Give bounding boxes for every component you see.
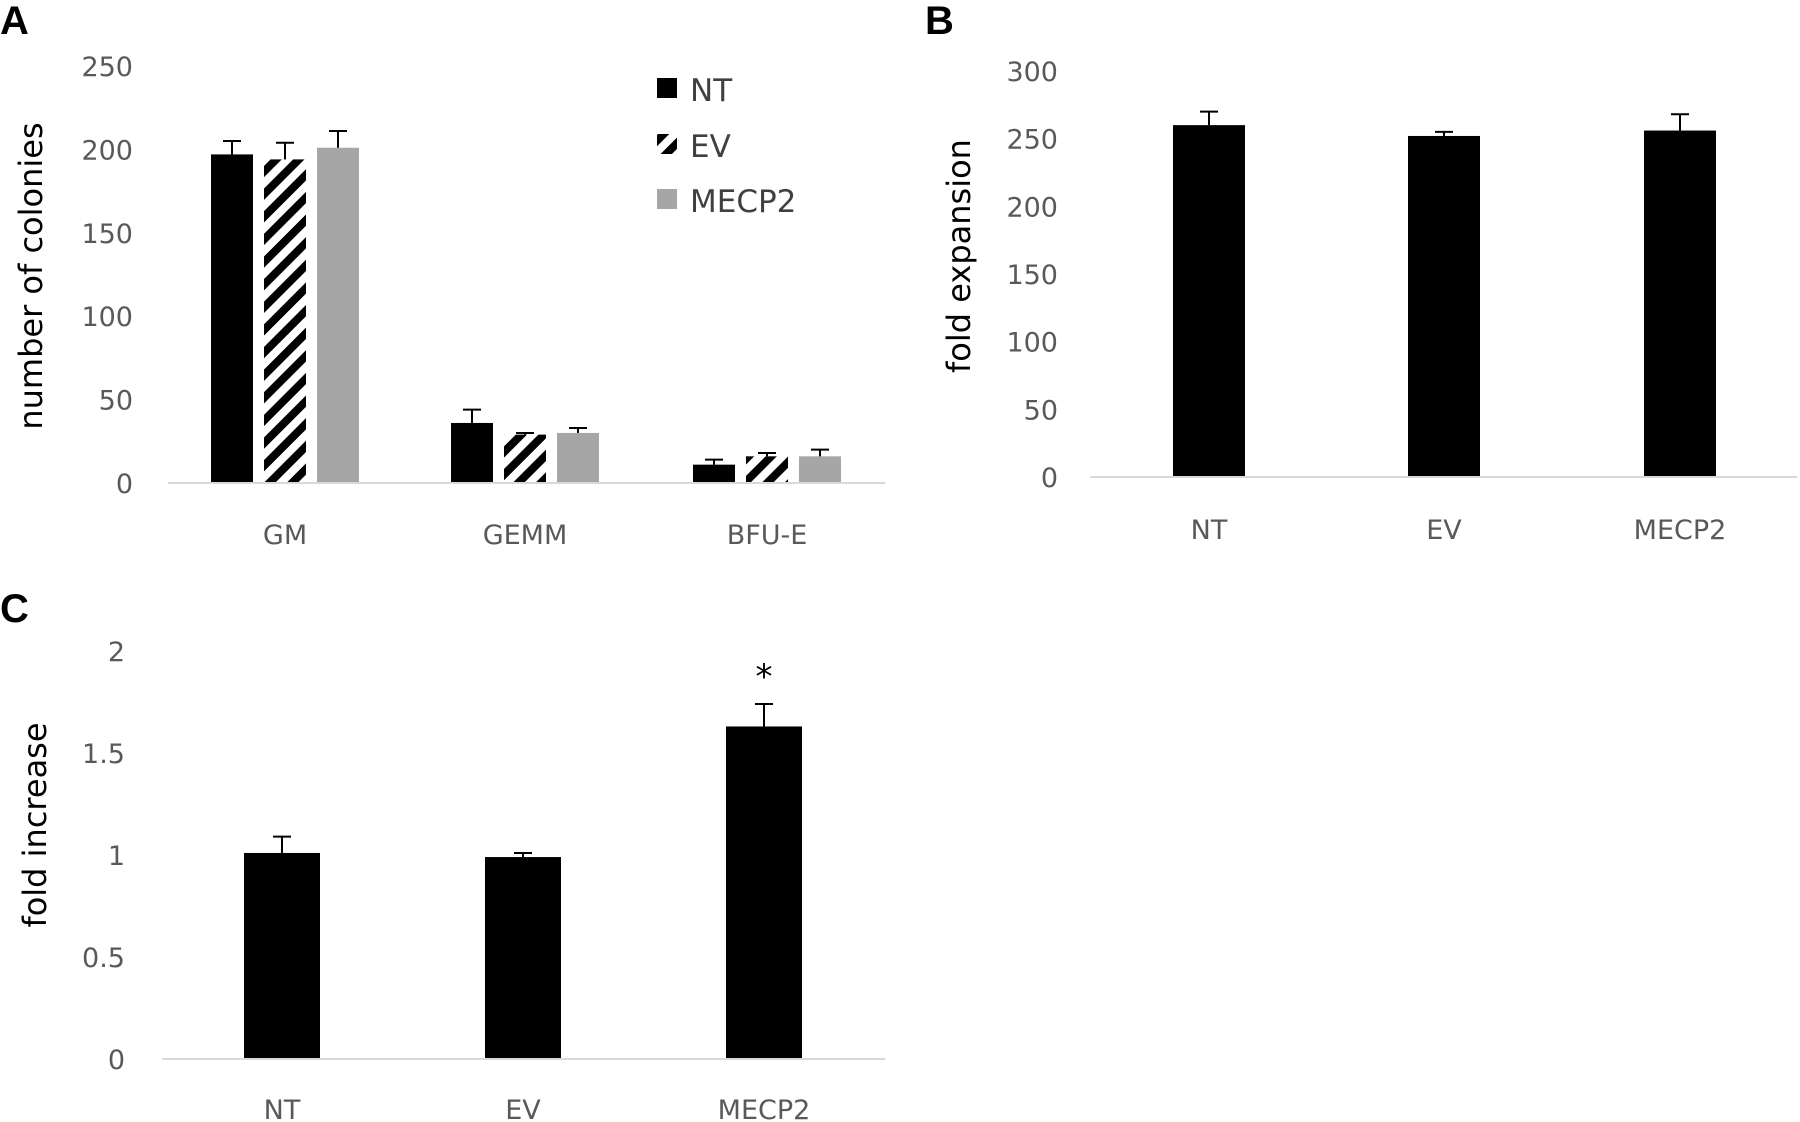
chart-c-category-labels: NT EV MECP2: [264, 1095, 811, 1122]
chart-b-category-label: EV: [1426, 515, 1462, 546]
bar: [1644, 130, 1716, 477]
y-tick-label: 250: [1006, 125, 1058, 156]
chart-b-y-axis-title: fold expansion: [940, 139, 978, 373]
bar-ev: [504, 434, 546, 483]
y-tick-label: 1.5: [82, 739, 125, 770]
legend-swatch-mecp2: [657, 189, 677, 209]
y-tick-label: 100: [1006, 328, 1058, 359]
chart-c-category-label: MECP2: [718, 1095, 811, 1122]
chart-a-bars: [211, 147, 841, 484]
y-tick-label: 300: [1006, 57, 1058, 88]
chart-c-category-label: EV: [505, 1095, 541, 1122]
legend-label-ev: EV: [690, 129, 731, 165]
bar-ev: [264, 159, 306, 483]
y-tick-label: 0: [1041, 463, 1058, 494]
chart-b-category-label: NT: [1191, 515, 1228, 546]
y-tick-label: 50: [1024, 395, 1058, 426]
bar: [244, 852, 320, 1059]
legend-label-mecp2: MECP2: [690, 184, 796, 220]
bar: [1408, 135, 1480, 477]
chart-a-error-bars: [223, 130, 829, 465]
chart-b-fold-expansion: fold expansion 0 50 100 150 200 250 300 NT EV …: [940, 57, 1797, 546]
legend-swatch-ev: [657, 134, 677, 154]
panel-letter-c: C: [0, 587, 29, 631]
y-tick-label: 0: [116, 469, 133, 500]
chart-b-error-bars: [1200, 110, 1689, 136]
chart-b-bars: [1173, 125, 1716, 477]
chart-c-y-axis-title: fold increase: [16, 722, 54, 927]
y-tick-label: 150: [81, 219, 133, 250]
chart-a-y-axis-title: number of colonies: [12, 122, 50, 429]
legend-label-nt: NT: [690, 73, 733, 109]
chart-a-category-label: GM: [263, 520, 307, 551]
y-tick-label: 200: [81, 135, 133, 166]
bar: [1173, 125, 1245, 477]
chart-a-colonies: number of colonies 0 50 100 150 200 250 GM GE…: [12, 52, 885, 551]
significance-asterisk: *: [756, 657, 773, 697]
chart-c-error-bars: [273, 703, 773, 858]
bar: [726, 726, 802, 1059]
y-tick-label: 250: [81, 52, 133, 83]
bar-mecp2: [317, 147, 359, 483]
bar: [485, 857, 561, 1059]
y-tick-label: 0.5: [82, 943, 125, 974]
bar-nt: [693, 464, 735, 483]
bar-nt: [451, 422, 493, 483]
y-tick-label: 1: [108, 841, 125, 872]
y-tick-label: 0: [108, 1045, 125, 1076]
chart-b-category-labels: NT EV MECP2: [1191, 515, 1727, 546]
chart-a-legend: NT EV MECP2: [657, 73, 796, 220]
bar-ev: [746, 456, 788, 483]
panel-letter-b: B: [925, 0, 954, 43]
chart-b-category-label: MECP2: [1634, 515, 1727, 546]
bar-nt: [211, 154, 253, 484]
chart-a-category-label: BFU-E: [727, 520, 808, 551]
y-tick-label: 200: [1006, 192, 1058, 223]
y-tick-label: 100: [81, 302, 133, 333]
chart-c-fold-increase: fold increase 0 0.5 1 1.5 2 NT EV MECP2 *: [16, 637, 885, 1122]
chart-a-y-ticks: 0 50 100 150 200 250: [81, 52, 133, 500]
chart-c-y-ticks: 0 0.5 1 1.5 2: [82, 637, 125, 1076]
chart-a-category-label: GEMM: [483, 520, 568, 551]
chart-b-y-ticks: 0 50 100 150 200 250 300: [1006, 57, 1058, 494]
bar-mecp2: [557, 432, 599, 483]
chart-c-category-label: NT: [264, 1095, 301, 1122]
legend-swatch-nt: [657, 78, 677, 98]
chart-c-bars: [244, 726, 802, 1059]
y-tick-label: 2: [108, 637, 125, 668]
panel-letter-a: A: [0, 0, 29, 43]
y-tick-label: 150: [1006, 260, 1058, 291]
y-tick-label: 50: [99, 386, 133, 417]
chart-a-category-labels: GM GEMM BFU-E: [263, 520, 807, 551]
bar-mecp2: [799, 456, 841, 483]
